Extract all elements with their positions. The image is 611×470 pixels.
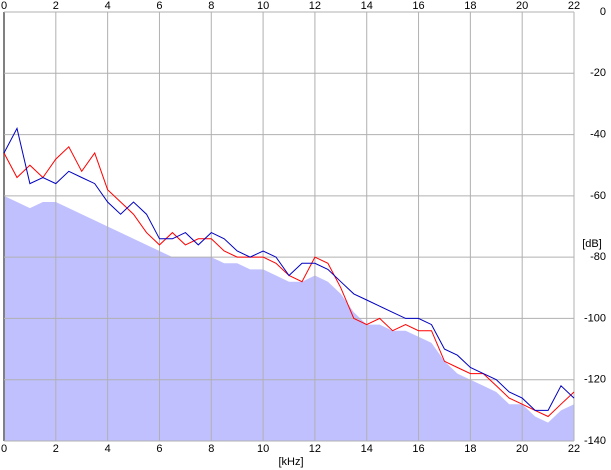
x-tick-label: 18 [464,0,476,12]
x-tick-label: 4 [105,0,111,12]
x-tick-label: 20 [516,443,528,455]
x-tick-label: 2 [53,0,59,12]
y-tick-label: -60 [590,190,606,202]
y-axis-label: [dB] [582,238,602,250]
x-tick-label: 6 [156,443,162,455]
y-tick-label: -140 [584,435,606,447]
x-tick-label: 22 [568,443,580,455]
line [3,126,575,411]
x-tick-label: 14 [361,0,373,12]
x-tick-label: 18 [464,443,476,455]
x-tick-label: 20 [516,0,528,12]
x-tick-label: 2 [53,443,59,455]
x-tick-label: 16 [412,0,424,12]
x-tick-label: 0 [1,443,7,455]
x-tick-label: 8 [208,0,214,12]
x-tick-label: 4 [105,443,111,455]
x-tick-label: 22 [568,0,580,12]
x-tick-label: 10 [257,0,269,12]
y-tick-label: -20 [590,67,606,79]
x-tick-label: 14 [361,443,373,455]
x-tick-label: 0 [1,0,7,12]
x-tick-label: 12 [309,443,321,455]
x-tick-label: 10 [257,443,269,455]
x-tick-label: 6 [156,0,162,12]
x-tick-label: 8 [208,443,214,455]
y-tick-label: -100 [584,312,606,324]
x-tick-label: 16 [412,443,424,455]
y-tick-label: 0 [600,6,606,18]
x-axis-label: [kHz] [278,456,303,468]
y-tick-label: -80 [590,251,606,263]
y-tick-label: -120 [584,374,606,386]
x-tick-label: 12 [309,0,321,12]
y-tick-label: -40 [590,128,606,140]
